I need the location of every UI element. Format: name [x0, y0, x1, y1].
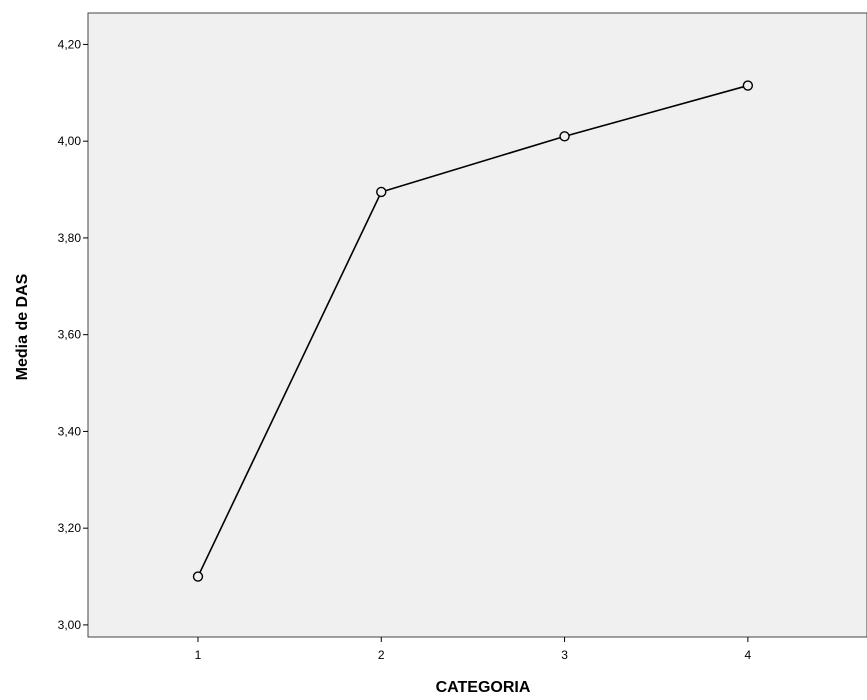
- x-tick-label: 2: [378, 648, 385, 662]
- data-point: [559, 131, 570, 142]
- data-point: [742, 80, 754, 91]
- y-tick-label: 3,40: [58, 424, 82, 438]
- y-tick-label: 3,60: [58, 328, 82, 342]
- plot-area: [87, 12, 867, 638]
- y-tick-label: 3,80: [58, 231, 82, 245]
- x-tick-label: 3: [561, 648, 568, 662]
- y-tick-label: 4,00: [58, 134, 82, 148]
- y-tick-label: 3,00: [58, 618, 82, 632]
- y-axis-title: Media de DAS: [14, 273, 31, 380]
- series-layer: [192, 80, 754, 582]
- series-line: [197, 84, 749, 577]
- x-axis: 1 2 3 4: [195, 637, 752, 662]
- x-tick-label: 1: [195, 648, 202, 662]
- y-axis: 3,00 3,20 3,40 3,60 3,80 4,00 4,20: [58, 37, 88, 632]
- x-axis-title: CATEGORIA: [436, 679, 531, 696]
- data-point: [192, 571, 204, 582]
- x-tick-label: 4: [745, 648, 752, 662]
- y-tick-label: 4,20: [58, 37, 82, 51]
- y-tick-label: 3,20: [58, 521, 82, 535]
- data-point: [376, 186, 387, 198]
